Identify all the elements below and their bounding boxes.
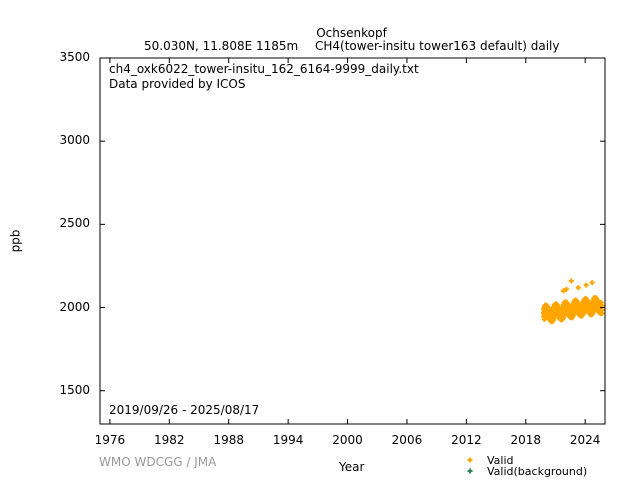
- x-tick-label: 1976: [94, 433, 126, 447]
- y-tick-label: 1500: [59, 382, 90, 397]
- chart-subtitle-location: 50.030N, 11.808E 1185m: [144, 39, 299, 53]
- data-point-outlier: [575, 285, 581, 291]
- data-point-outlier: [589, 280, 595, 286]
- data-point-outlier: [568, 278, 574, 284]
- x-axis-label: Year: [339, 460, 365, 474]
- date-range-label: 2019/09/26 - 2025/08/17: [109, 403, 260, 417]
- provider-label: Data provided by ICOS: [109, 77, 246, 91]
- x-tick-label: 2012: [451, 433, 482, 447]
- credit-label: WMO WDCGG / JMA: [99, 455, 217, 469]
- legend-background-marker: [467, 468, 473, 474]
- data-point-outlier: [563, 286, 569, 292]
- x-tick-label: 2006: [391, 433, 423, 447]
- y-tick-label: 2000: [59, 299, 90, 314]
- chart-title: Ochsenkopf: [316, 26, 387, 40]
- x-tick-label: 2018: [510, 433, 542, 447]
- y-tick-label: 2500: [59, 216, 90, 231]
- x-tick-label: 1988: [213, 433, 244, 447]
- data-point-outlier: [560, 288, 566, 294]
- x-tick-label: 2024: [569, 433, 601, 447]
- x-tick-label: 1982: [154, 433, 185, 447]
- x-tick-label: 1994: [272, 433, 304, 447]
- chart-subtitle-species: CH4(tower-insitu tower163 default) daily: [315, 39, 560, 53]
- y-tick-label: 3000: [59, 133, 90, 148]
- y-tick-label: 3500: [59, 50, 90, 64]
- filename-label: ch4_oxk6022_tower-insitu_162_6164-9999_d…: [109, 62, 419, 76]
- legend-valid-marker: [467, 457, 473, 463]
- x-tick-label: 2000: [332, 433, 363, 447]
- plot-frame: [99, 57, 606, 425]
- data-point-outlier: [583, 282, 589, 288]
- legend-valid-label: Valid: [487, 454, 514, 467]
- legend-background-label: Valid(background): [487, 465, 588, 478]
